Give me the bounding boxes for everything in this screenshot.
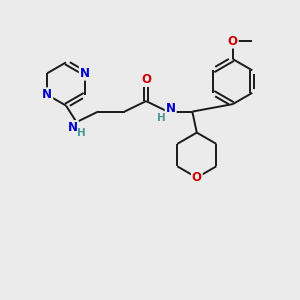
Text: N: N xyxy=(68,121,78,134)
Text: N: N xyxy=(42,88,52,101)
Text: H: H xyxy=(77,128,86,139)
Text: O: O xyxy=(192,171,202,184)
Text: O: O xyxy=(141,73,151,86)
Text: O: O xyxy=(228,34,238,48)
Text: H: H xyxy=(157,112,166,123)
Text: N: N xyxy=(166,101,176,115)
Text: N: N xyxy=(80,67,90,80)
